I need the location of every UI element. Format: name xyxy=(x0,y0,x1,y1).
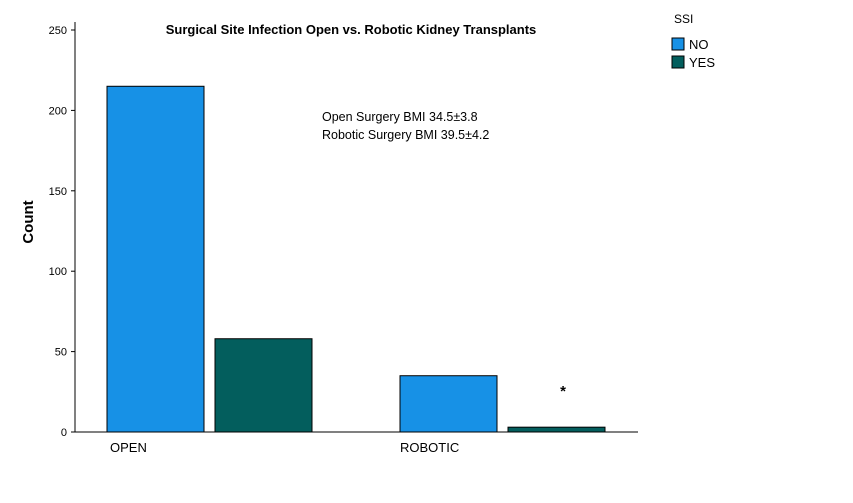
y-tick-label: 250 xyxy=(49,25,67,37)
y-tick-label: 200 xyxy=(49,105,67,117)
category-label-open: OPEN xyxy=(110,440,147,455)
x-axis-category-labels: OPEN ROBOTIC xyxy=(110,440,459,455)
bars xyxy=(106,85,606,433)
legend-title: SSI xyxy=(674,12,693,26)
y-tick-label: 50 xyxy=(55,347,67,359)
annotation-open-bmi: Open Surgery BMI 34.5±3.8 xyxy=(322,110,478,124)
significance-marker: * xyxy=(560,383,566,400)
legend-swatch-no xyxy=(671,37,685,51)
y-axis-ticks: 0 50 100 150 200 250 xyxy=(49,25,75,439)
chart-title: Surgical Site Infection Open vs. Robotic… xyxy=(166,22,537,37)
bar-robotic-no xyxy=(399,375,498,433)
y-tick-label: 100 xyxy=(49,266,67,278)
y-tick-label: 0 xyxy=(61,427,67,439)
y-axis-label: Count xyxy=(20,200,37,243)
legend-label-yes: YES xyxy=(689,55,715,70)
bmi-annotation: Open Surgery BMI 34.5±3.8 Robotic Surger… xyxy=(322,110,489,142)
category-label-robotic: ROBOTIC xyxy=(400,440,459,455)
y-tick-label: 150 xyxy=(49,186,67,198)
legend-swatch-yes xyxy=(671,55,685,69)
bar-open-yes xyxy=(214,338,313,433)
bar-open-no xyxy=(106,85,205,433)
bar-robotic-yes xyxy=(507,426,606,433)
annotation-robotic-bmi: Robotic Surgery BMI 39.5±4.2 xyxy=(322,128,489,142)
legend: SSI NO YES xyxy=(671,12,715,70)
legend-label-no: NO xyxy=(689,37,709,52)
